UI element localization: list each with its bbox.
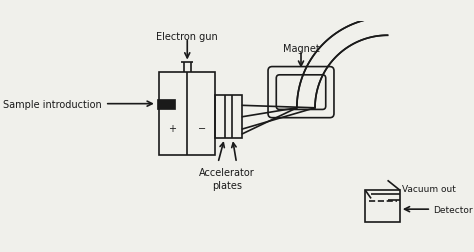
Bar — [365, 191, 400, 222]
Bar — [215, 96, 242, 139]
Text: Sample introduction: Sample introduction — [3, 99, 101, 109]
Text: Detector: Detector — [433, 205, 473, 214]
Text: Accelerator
plates: Accelerator plates — [199, 168, 255, 190]
Text: −: − — [198, 124, 206, 134]
Text: Magnet: Magnet — [283, 44, 319, 54]
Bar — [159, 73, 215, 155]
Text: Vacuum out: Vacuum out — [402, 184, 456, 193]
Text: Electron gun: Electron gun — [156, 32, 218, 42]
Bar — [157, 99, 175, 109]
Text: +: + — [168, 124, 176, 134]
